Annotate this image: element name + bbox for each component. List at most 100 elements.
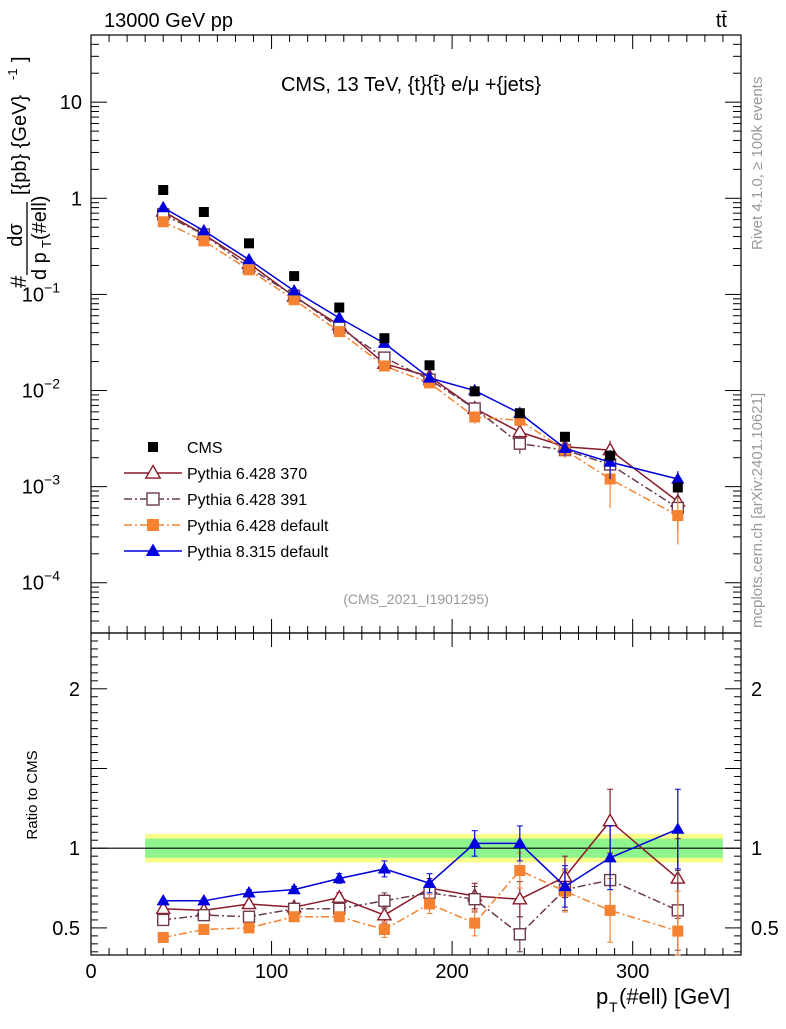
- ratio-point-pythia-6-428-default: [514, 865, 526, 877]
- data-point-pythia-6-428-default: [243, 264, 255, 276]
- data-point-cms: [605, 450, 616, 461]
- y-tick-label-main: 10−3: [22, 472, 60, 499]
- data-point-cms: [672, 482, 683, 493]
- data-point-pythia-6-428-391: [513, 437, 527, 450]
- legend-item-pythia-6-428-370: Pythia 6.428 370: [124, 464, 307, 483]
- y-tick-label-main: 10−4: [22, 568, 60, 595]
- ratio-point-pythia-6-428-default: [378, 923, 390, 935]
- data-point-pythia-6-428-default: [157, 216, 169, 228]
- y-tick-label-ratio: 0.5: [52, 918, 80, 940]
- data-point-pythia-8-315-default: [242, 252, 256, 265]
- ratio-point-pythia-6-428-370: [376, 906, 393, 921]
- data-point-pythia-8-315-default: [422, 371, 437, 383]
- legend-marker: [146, 492, 160, 506]
- analysis-label: (CMS_2021_I1901295): [343, 591, 489, 607]
- data-point-pythia-8-315-default: [287, 283, 301, 296]
- data-point-cms: [334, 302, 345, 313]
- ratio-point-pythia-8-315-default: [468, 836, 482, 849]
- y-axis-label-main: # dσ d p T (#ell) [{pb} {GeV} -1 ]: [5, 56, 54, 288]
- legend-marker: [145, 543, 161, 557]
- svg-text:-1: -1: [5, 68, 20, 80]
- legend-item-pythia-6-428-default: Pythia 6.428 default: [124, 518, 329, 535]
- ratio-point-pythia-8-315-default: [332, 871, 346, 884]
- legend-label: CMS: [187, 440, 223, 457]
- ratio-line-pythia-6-428-391: [163, 879, 679, 936]
- series-line-pythia-6-428-391: [162, 213, 679, 509]
- ratio-frame: [90, 632, 742, 956]
- legend-label: Pythia 6.428 370: [187, 466, 307, 483]
- legend-item-cms: CMS: [148, 440, 223, 457]
- main-panel: 10−4 10−3 10−2 10−1 1 10: [22, 34, 742, 634]
- data-point-cms: [158, 184, 169, 195]
- data-point-cms: [198, 207, 209, 218]
- ratio-point-pythia-6-428-default: [424, 898, 436, 910]
- data-point-cms: [559, 431, 570, 442]
- svg-text:T: T: [39, 240, 54, 248]
- data-point-pythia-6-428-default: [198, 235, 210, 247]
- ratio-point-pythia-8-315-default: [197, 893, 211, 906]
- data-point-pythia-6-428-default: [378, 360, 390, 372]
- data-point-cms: [243, 238, 254, 249]
- data-point-pythia-6-428-default: [424, 377, 436, 389]
- data-point-pythia-8-315-default: [558, 441, 572, 454]
- ratio-point-pythia-8-315-default: [513, 836, 527, 849]
- data-point-pythia-8-315-default: [332, 311, 346, 323]
- data-point-pythia-6-428-default: [672, 510, 684, 522]
- ratio-point-pythia-8-315-default: [156, 893, 170, 906]
- x-tick-label: 200: [435, 961, 468, 983]
- mcplots-reference-label: mcplots.cern.ch [arXiv:2401.10621]: [749, 393, 766, 628]
- legend-label: Pythia 6.428 391: [187, 492, 307, 509]
- y-axis-label-ratio: Ratio to CMS: [24, 750, 41, 839]
- ratio-point-pythia-8-315-default: [242, 886, 256, 898]
- svg-text:d p: d p: [29, 252, 51, 280]
- x-tick-label: 100: [255, 961, 288, 983]
- data-point-cms: [379, 333, 390, 344]
- data-point-pythia-6-428-default: [469, 411, 481, 423]
- ratio-point-pythia-6-428-default: [198, 923, 210, 935]
- ratio-point-pythia-6-428-370: [241, 895, 257, 910]
- ratio-panel: 0 100 200 300 0.5 0.5 1 1 2 2: [52, 632, 779, 983]
- ratio-point-pythia-6-428-default: [288, 911, 300, 923]
- ratio-point-pythia-6-428-default: [604, 904, 616, 916]
- y-tick-label-ratio-right: 2: [751, 679, 762, 701]
- y-tick-label-main: 10−1: [22, 279, 60, 306]
- series-line-pythia-8-315-default: [162, 206, 678, 480]
- svg-text:#: #: [6, 275, 31, 288]
- data-point-cms: [289, 271, 300, 282]
- legend: CMS Pythia 6.428 370 Pythia 6.428 391 Pythi…: [124, 440, 329, 561]
- y-tick-label-main: 10: [60, 92, 82, 114]
- data-point-pythia-6-428-default: [514, 414, 526, 426]
- x-axis-label: p T (#ell) [GeV]: [596, 984, 730, 1015]
- ratio-point-pythia-6-428-370: [602, 812, 618, 827]
- legend-marker: [148, 442, 158, 452]
- legend-label: Pythia 8.315 default: [187, 544, 329, 561]
- ratio-line-pythia-8-315-default: [163, 828, 679, 902]
- svg-text:]: ]: [9, 56, 31, 62]
- ratio-point-pythia-6-428-370: [512, 890, 528, 905]
- data-point-pythia-8-315-default: [671, 472, 685, 484]
- header-left-label: 13000 GeV pp: [104, 10, 233, 32]
- y-tick-label-main: 10−2: [22, 376, 60, 403]
- ratio-point-pythia-8-315-default: [287, 882, 301, 895]
- legend-item-pythia-6-428-391: Pythia 6.428 391: [124, 492, 307, 509]
- ratio-line-pythia-6-428-default: [163, 869, 679, 939]
- ratio-point-pythia-6-428-391: [157, 913, 170, 927]
- svg-text:(#ell) [GeV]: (#ell) [GeV]: [619, 984, 730, 1009]
- svg-text:dσ: dσ: [5, 223, 27, 247]
- data-point-cms: [514, 408, 525, 419]
- y-tick-label-ratio: 2: [69, 679, 80, 701]
- data-point-pythia-8-315-default: [156, 200, 170, 213]
- ratio-point-pythia-8-315-default: [558, 879, 572, 892]
- ratio-point-pythia-6-428-370: [331, 889, 348, 903]
- ratio-point-pythia-6-428-391: [197, 908, 211, 922]
- ratio-line-pythia-6-428-370: [163, 820, 679, 916]
- header-right-label: tt̄: [716, 10, 728, 32]
- data-point-pythia-6-428-default: [288, 294, 300, 306]
- ratio-point-pythia-6-428-391: [468, 893, 481, 906]
- data-point-cms: [424, 360, 435, 371]
- ratio-point-pythia-6-428-391: [513, 928, 527, 941]
- ratio-point-pythia-6-428-370: [155, 900, 172, 915]
- x-tick-label: 300: [616, 961, 649, 983]
- legend-marker: [144, 464, 162, 479]
